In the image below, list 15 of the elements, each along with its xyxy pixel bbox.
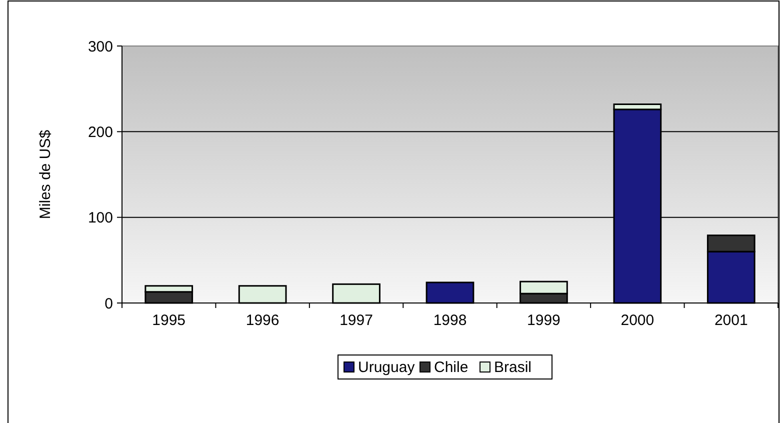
x-tick-label: 2001 bbox=[714, 312, 748, 329]
y-tick-label: 100 bbox=[88, 210, 113, 227]
y-axis-title: Miles de US$ bbox=[37, 129, 54, 220]
x-tick-label: 1997 bbox=[340, 312, 373, 329]
legend-label: Chile bbox=[434, 359, 468, 376]
x-tick-label: 1998 bbox=[433, 312, 467, 329]
x-tick-label: 1999 bbox=[527, 312, 560, 329]
legend-label: Uruguay bbox=[358, 359, 416, 376]
y-tick-label: 200 bbox=[88, 124, 113, 141]
legend-label: Brasil bbox=[494, 359, 532, 376]
y-tick-label: 300 bbox=[88, 38, 113, 56]
x-tick-label: 1996 bbox=[246, 312, 280, 329]
y-tick-label: 0 bbox=[104, 295, 113, 312]
x-tick-label: 1995 bbox=[152, 312, 186, 329]
x-tick-label: 2000 bbox=[620, 312, 654, 329]
